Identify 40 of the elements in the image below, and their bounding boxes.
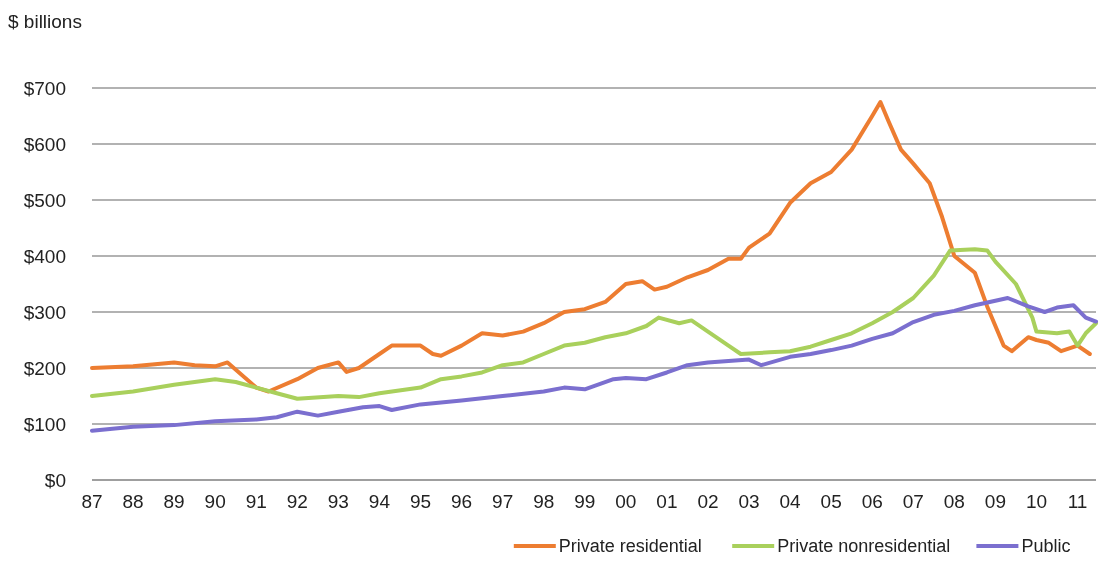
x-tick-label: 05 — [820, 491, 842, 512]
x-tick-label: 88 — [122, 491, 144, 512]
y-tick-label: $500 — [23, 189, 66, 211]
x-tick-label: 87 — [81, 491, 103, 512]
x-tick-label: 08 — [943, 491, 965, 512]
legend-label: Private residential — [558, 536, 702, 556]
legend-label: Public — [1021, 536, 1071, 556]
line-series — [90, 296, 1098, 433]
line-series — [90, 247, 1098, 401]
x-tick-label: 96 — [451, 491, 473, 512]
x-tick-label: 01 — [656, 491, 678, 512]
x-tick-label: 90 — [204, 491, 226, 512]
y-tick-label: $0 — [44, 469, 66, 491]
x-tick-label: 10 — [1025, 491, 1048, 512]
x-tick-label: 94 — [368, 491, 391, 512]
x-tick-label: 97 — [492, 491, 514, 512]
y-tick-label: $200 — [23, 357, 66, 379]
x-tick-label: 00 — [615, 491, 637, 512]
y-tick-label: $600 — [23, 133, 66, 155]
x-tick-label: 98 — [533, 491, 555, 512]
x-tick-label: 11 — [1067, 491, 1088, 512]
x-tick-label: 95 — [409, 491, 432, 512]
x-tick-label: 92 — [286, 491, 308, 512]
y-tick-label: $100 — [23, 413, 66, 435]
x-tick-label: 04 — [779, 491, 802, 512]
x-tick-label: 89 — [163, 491, 185, 512]
line-series — [90, 100, 1092, 394]
x-tick-label: 93 — [327, 491, 349, 512]
x-tick-label: 09 — [984, 491, 1006, 512]
x-tick-label: 03 — [738, 491, 760, 512]
y-tick-label: $300 — [23, 301, 66, 323]
x-tick-label: 02 — [697, 491, 719, 512]
x-tick-label: 07 — [902, 491, 924, 512]
y-tick-label: $400 — [23, 245, 66, 267]
x-tick-label: 91 — [245, 491, 267, 512]
x-tick-label: 99 — [574, 491, 596, 512]
y-axis-title: $ billions — [8, 11, 82, 32]
x-tick-label: 06 — [861, 491, 883, 512]
legend-label: Private nonresidential — [777, 536, 951, 556]
y-tick-label: $700 — [23, 77, 66, 99]
